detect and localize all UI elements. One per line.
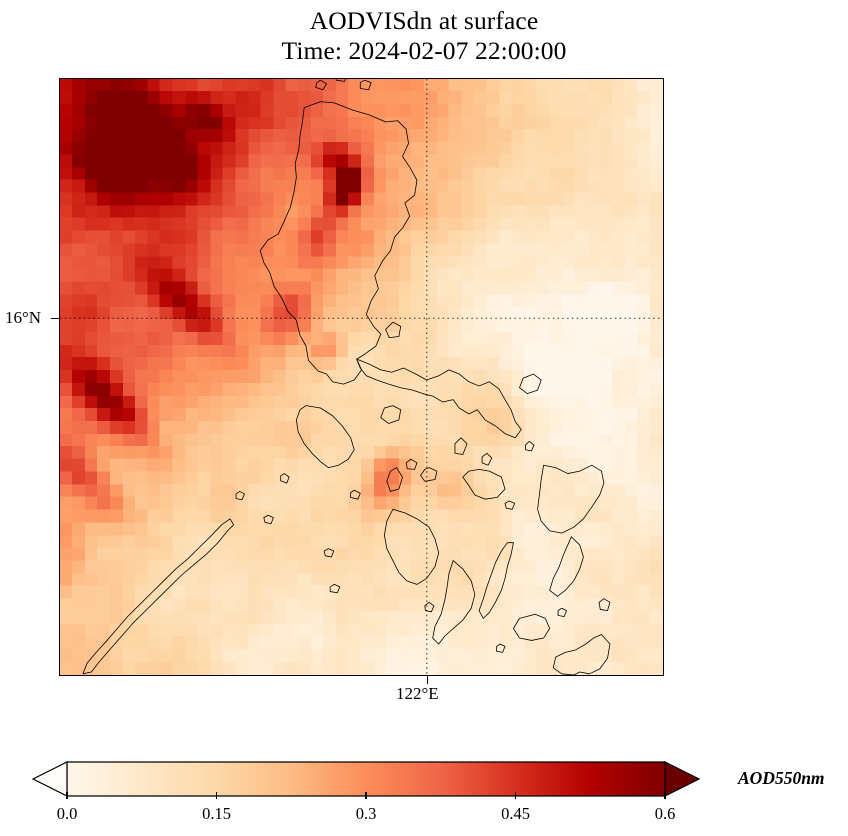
coastline-path bbox=[356, 358, 522, 439]
coastline-path bbox=[424, 601, 435, 613]
colorbar-tick-label-0.0: 0.0 bbox=[56, 804, 78, 823]
colorbar-tick-label-0.6: 0.6 bbox=[654, 804, 676, 823]
y-axis-tick-16N bbox=[51, 318, 59, 320]
title-line-variable: AODVISdn at surface bbox=[309, 6, 539, 35]
coastline-path bbox=[496, 643, 506, 653]
colorbar-tickmark-0.45 bbox=[514, 792, 517, 799]
colorbar-extend-max-arrow bbox=[664, 761, 701, 797]
coastline-path bbox=[513, 613, 551, 641]
coastline-path bbox=[350, 489, 361, 500]
coastline-path bbox=[386, 467, 403, 492]
coastline-path bbox=[280, 473, 290, 484]
coastline-path bbox=[295, 405, 355, 468]
y-axis-label-16N: 16°N bbox=[5, 308, 42, 327]
coastline-overlay bbox=[82, 79, 611, 675]
coastline-path bbox=[323, 548, 335, 558]
coastline-path bbox=[454, 437, 468, 455]
coastline-path bbox=[315, 79, 327, 91]
coastline-path bbox=[537, 464, 605, 534]
x-axis-label-122E: 122°E bbox=[396, 684, 439, 703]
colorbar-unit-label: AOD550nm bbox=[738, 768, 825, 788]
coastline-path bbox=[432, 560, 476, 645]
colorbar-extend-min-arrow bbox=[31, 761, 68, 797]
coastline-path bbox=[519, 373, 542, 395]
coastline-path bbox=[481, 452, 493, 466]
figure-title: AODVISdn at surface Time: 2024-02-07 22:… bbox=[0, 6, 848, 66]
coastline-path bbox=[384, 508, 440, 585]
coastline-path bbox=[549, 536, 584, 597]
gridline-overlay bbox=[60, 79, 663, 675]
coastline-path bbox=[380, 405, 402, 424]
coastline-path bbox=[552, 634, 611, 675]
coastline-path bbox=[504, 500, 516, 510]
x-axis-tick-122E bbox=[427, 676, 429, 684]
coastline-path bbox=[462, 468, 506, 500]
coastline-path bbox=[420, 467, 438, 482]
colorbar-gradient-body bbox=[66, 761, 666, 797]
coastline-path bbox=[82, 518, 235, 675]
coastline-path bbox=[329, 584, 341, 594]
colorbar-tickmark-0.0 bbox=[66, 792, 68, 799]
colorbar-tickmark-0.15 bbox=[215, 792, 218, 799]
colorbar-tick-label-0.45: 0.45 bbox=[501, 804, 530, 823]
coastline-path bbox=[359, 79, 372, 91]
coastline-path bbox=[385, 321, 402, 339]
colorbar bbox=[30, 757, 704, 801]
colorbar-tick-label-0.3: 0.3 bbox=[355, 804, 377, 823]
coastline-path bbox=[557, 607, 567, 617]
colorbar-tickmark-0.6 bbox=[664, 792, 666, 799]
coastline-path bbox=[235, 491, 245, 501]
coastline-path bbox=[405, 458, 418, 470]
coastline-path bbox=[525, 440, 535, 452]
coastline-path bbox=[263, 514, 274, 525]
coastline-path bbox=[478, 542, 514, 619]
colorbar-tick-label-0.15: 0.15 bbox=[202, 804, 231, 823]
coastline-path bbox=[598, 598, 611, 612]
aod-heatmap-field bbox=[60, 79, 663, 675]
map-plot-area bbox=[59, 78, 664, 676]
title-line-time: Time: 2024-02-07 22:00:00 bbox=[281, 36, 567, 66]
coastline-path bbox=[335, 79, 346, 82]
colorbar-tickmark-0.3 bbox=[365, 792, 367, 799]
